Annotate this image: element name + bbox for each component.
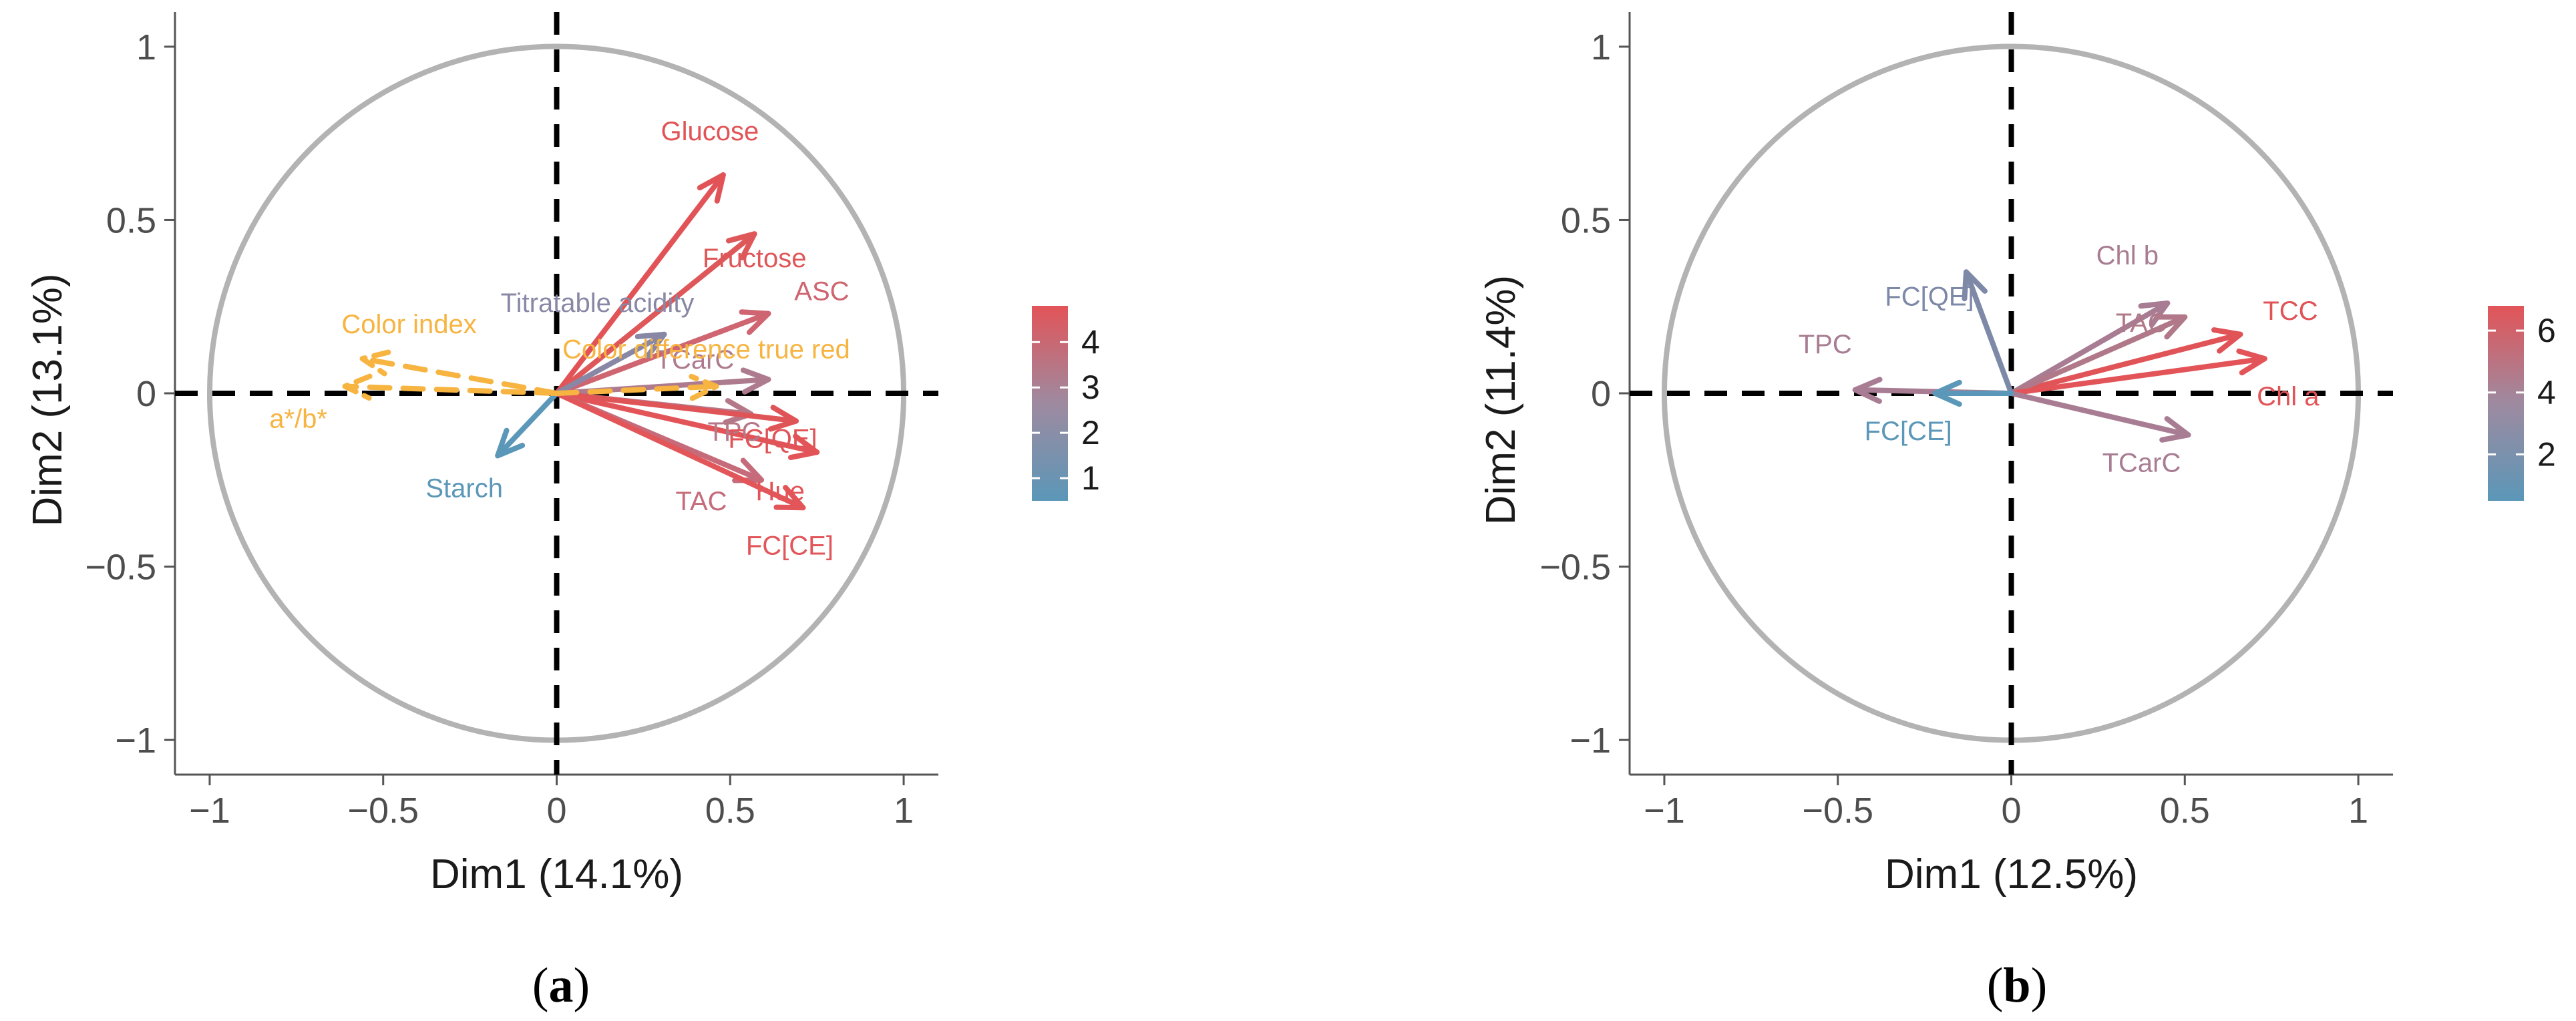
variable-label: Titratable acidity	[501, 288, 695, 318]
variable-label: TAC	[676, 487, 727, 516]
variable-label: Starch	[425, 473, 503, 503]
variable-label: Color index	[341, 310, 476, 339]
y-tick-label: −1	[115, 721, 156, 761]
panel-a: −1 −1 −0.5 −0.5 0 0 0.5 0.5 1 1 Dim1 (14.1%) Dim2 (…	[25, 12, 1100, 1013]
variable-arrow	[554, 391, 806, 511]
variable-arrow	[342, 373, 560, 401]
y-tick-label: 1	[1591, 27, 1611, 67]
variable-label: Chl a	[2257, 382, 2320, 411]
y-tick-label: 0	[136, 374, 156, 414]
variable-arrow	[554, 231, 757, 396]
variable-arrow	[2008, 391, 2191, 443]
y-tick-label: 0.5	[106, 200, 156, 240]
variable-label: FC[CE]	[1865, 417, 1952, 446]
x-tick-label: 0.5	[705, 791, 755, 831]
y-tick-label: −0.5	[85, 548, 156, 588]
variable-label: TCarC	[2102, 448, 2181, 477]
legend-tick-label: 1	[1081, 459, 1100, 497]
legend-tick-label: 4	[1081, 323, 1100, 361]
x-tick-label: −1	[189, 791, 230, 831]
panel-label: (b)	[1987, 958, 2047, 1013]
variable-arrow	[2008, 327, 2243, 396]
variable-arrow	[495, 391, 560, 459]
variable-arrow	[359, 349, 560, 396]
variable-arrow	[554, 309, 771, 396]
x-axis-title: Dim1 (14.1%)	[430, 851, 683, 897]
legend-tick-label: 4	[2537, 374, 2556, 411]
variable-label: TPC	[1799, 330, 1852, 359]
variable-label: a*/b*	[269, 405, 327, 434]
variable-label: TAC	[2116, 309, 2167, 338]
legend-colorbar	[2488, 306, 2524, 501]
x-tick-label: 0.5	[2160, 791, 2210, 831]
variable-label: TCarC	[656, 345, 735, 375]
panel-label: (a)	[532, 958, 590, 1013]
variable-arrow	[554, 373, 719, 401]
x-tick-label: 0	[2001, 791, 2021, 831]
legend-colorbar	[1032, 306, 1068, 501]
variable-label: FC[CE]	[746, 531, 834, 560]
y-tick-label: 0.5	[1561, 200, 1611, 240]
variable-arrow	[2008, 348, 2267, 396]
legend-tick-label: 2	[2537, 435, 2556, 473]
variable-label: Fructose	[703, 244, 807, 273]
variable-arrow	[554, 391, 820, 461]
y-tick-label: −1	[1570, 721, 1611, 761]
variable-label: Hue	[755, 477, 804, 506]
variable-label: FC[QE]	[1885, 282, 1974, 311]
y-axis-title: Dim2 (13.1%)	[25, 274, 71, 527]
y-tick-label: 0	[1591, 374, 1611, 414]
variable-arrow	[554, 172, 726, 396]
x-tick-label: −1	[1644, 791, 1685, 831]
variable-arrow	[2008, 314, 2188, 396]
variable-label: Color difference true red	[562, 335, 850, 365]
variable-label: TCC	[2263, 296, 2318, 326]
variable-label: Glucose	[661, 117, 759, 146]
variable-arrow	[1962, 269, 2014, 396]
variable-arrow	[554, 391, 799, 432]
variable-label: FC[QE]	[728, 425, 817, 454]
legend-tick-label: 3	[1081, 369, 1100, 406]
x-axis-title: Dim1 (12.5%)	[1885, 851, 2138, 897]
variable-arrow	[1852, 377, 2014, 404]
y-axis-title: Dim2 (11.4%)	[1478, 275, 1524, 525]
x-tick-label: −0.5	[1802, 791, 1873, 831]
x-tick-label: 1	[894, 791, 914, 831]
variable-label: Chl b	[2096, 241, 2159, 270]
variable-arrow	[554, 331, 667, 396]
variable-label: TPC	[707, 417, 761, 447]
y-tick-label: 1	[136, 27, 156, 67]
x-tick-label: 1	[2348, 791, 2368, 831]
y-tick-label: −0.5	[1539, 548, 1611, 588]
x-tick-label: 0	[546, 791, 566, 831]
legend-tick-label: 6	[2537, 312, 2556, 349]
x-tick-label: −0.5	[347, 791, 419, 831]
variable-label: ASC	[794, 277, 849, 307]
panel-b: −1 −1 −0.5 −0.5 0 0 0.5 0.5 1 1 Dim1 (12.5%) Dim2 (…	[1478, 12, 2556, 1013]
variable-arrow	[1932, 379, 2014, 407]
legend-tick-label: 2	[1081, 414, 1100, 451]
